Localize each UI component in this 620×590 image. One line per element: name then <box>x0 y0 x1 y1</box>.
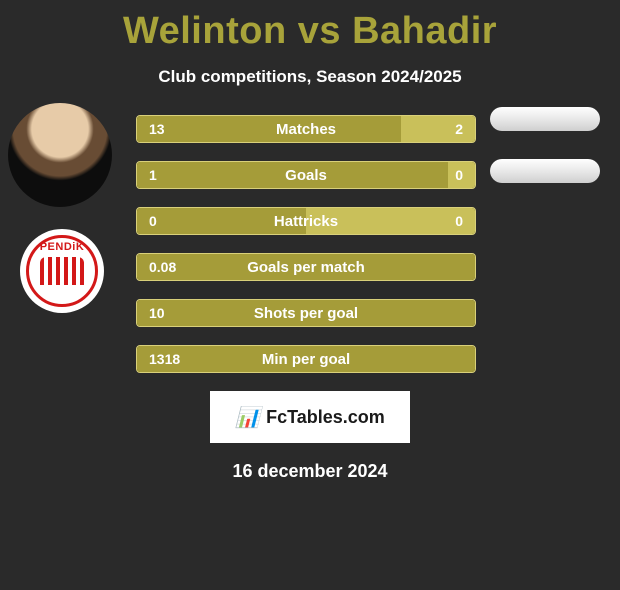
footer-date: 16 december 2024 <box>0 461 620 482</box>
stat-right-value: 0 <box>306 208 475 234</box>
player2-indicator-oval <box>490 159 600 183</box>
player2-club-logo: PENDiK <box>20 229 104 313</box>
stat-left-value: 0 <box>137 208 306 234</box>
club-logo-stripes <box>40 257 84 285</box>
club-logo-text: PENDiK <box>20 241 104 253</box>
stat-left-value: 0.08 <box>137 254 475 280</box>
player1-avatar <box>8 103 112 207</box>
stat-row: 1318Min per goal <box>136 345 476 373</box>
comparison-content: PENDiK 132Matches 10Goals 00Hattricks 0.08G… <box>0 115 620 373</box>
player2-indicator-oval <box>490 107 600 131</box>
stat-left-value: 13 <box>137 116 401 142</box>
avatars-column: PENDiK <box>8 103 118 313</box>
site-name: FcTables.com <box>266 407 385 428</box>
stat-row: 132Matches <box>136 115 476 143</box>
stat-left-value: 1318 <box>137 346 475 372</box>
chart-icon: 📊 <box>235 405 260 430</box>
stat-rows: 132Matches 10Goals 00Hattricks 0.08Goals pe… <box>136 115 476 373</box>
stat-row: 10Goals <box>136 161 476 189</box>
stat-right-value: 2 <box>401 116 475 142</box>
stat-right-value: 0 <box>448 162 475 188</box>
right-ovals-column <box>490 107 600 211</box>
vs-text: vs <box>298 10 341 52</box>
footer-attribution: 📊 FcTables.com <box>210 391 410 443</box>
comparison-title: Welinton vs Bahadir <box>0 10 620 53</box>
stat-row: 0.08Goals per match <box>136 253 476 281</box>
stat-left-value: 1 <box>137 162 448 188</box>
player2-name: Bahadir <box>352 10 497 52</box>
player1-name: Welinton <box>123 10 287 52</box>
stat-left-value: 10 <box>137 300 475 326</box>
stat-row: 00Hattricks <box>136 207 476 235</box>
season-subtitle: Club competitions, Season 2024/2025 <box>0 67 620 87</box>
stat-row: 10Shots per goal <box>136 299 476 327</box>
